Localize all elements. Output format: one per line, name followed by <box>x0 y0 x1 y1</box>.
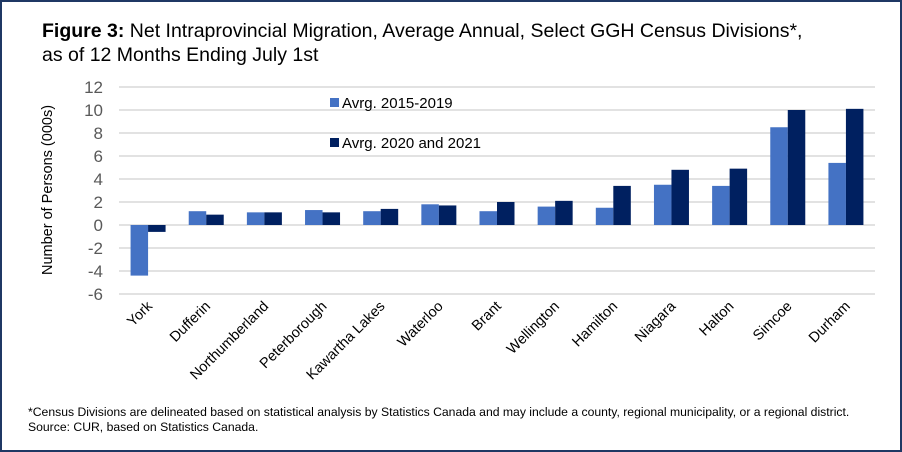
x-tick-label: Dufferin <box>167 299 214 346</box>
bar-series1 <box>653 184 672 225</box>
bar-series2 <box>555 200 573 225</box>
x-tick-label: York <box>124 298 156 330</box>
legend-label-series2: Avrg. 2020 and 2021 <box>342 135 481 152</box>
x-tick-label: Halton <box>696 299 737 340</box>
bars <box>130 108 864 276</box>
bar-series1 <box>479 211 497 225</box>
bar-series1 <box>246 212 265 225</box>
legend-swatch-series1 <box>330 98 339 107</box>
x-tick-label: Niagara <box>632 298 680 346</box>
x-tick-labels: York DufferinNorthumberlandPeterboroughKa… <box>124 298 853 384</box>
legend: Avrg. 2015-2019 Avrg. 2020 and 2021 <box>330 95 481 152</box>
chart-title: Figure 3: Net Intraprovincial Migration,… <box>42 19 882 67</box>
bar-series2 <box>206 214 224 225</box>
bar-series1 <box>828 162 846 225</box>
bar-series2 <box>613 185 631 225</box>
title-prefix: Figure 3: <box>42 20 125 42</box>
footnote: *Census Divisions are delineated based o… <box>28 405 850 434</box>
bar-series1 <box>537 206 556 225</box>
bar-series1 <box>595 207 614 225</box>
bar-series2 <box>671 169 689 225</box>
bar-series2 <box>380 208 399 225</box>
y-tick-label: 10 <box>84 101 103 120</box>
bar-series2 <box>497 202 515 225</box>
y-tick-label: 2 <box>94 193 103 212</box>
bar-series1 <box>421 204 439 225</box>
bar-series1 <box>188 211 207 225</box>
y-tick-labels: 12 10 8 6 4 2 0 -2 -4 -6 <box>84 78 103 304</box>
bar-series1 <box>363 211 381 225</box>
y-tick-label: -4 <box>88 262 103 281</box>
y-tick-label: -2 <box>88 239 103 258</box>
y-tick-label: 4 <box>94 170 103 189</box>
legend-swatch-series2 <box>330 138 339 147</box>
gridlines <box>119 86 875 295</box>
y-tick-label: 6 <box>94 147 103 166</box>
x-tick-label: Hamilton <box>569 299 621 351</box>
bar-series2 <box>148 225 166 232</box>
x-tick-label: Simcoe <box>750 299 796 345</box>
x-tick-label: Durham <box>806 299 854 347</box>
bar-series2 <box>729 168 748 225</box>
bar-series2 <box>845 108 864 225</box>
x-tick-label: Brant <box>469 299 505 335</box>
bar-series1 <box>712 185 730 225</box>
bar-series2 <box>322 212 341 225</box>
title-line2: as of 12 Months Ending July 1st <box>42 44 319 66</box>
x-tick-label: Waterloo <box>395 299 447 351</box>
bar-series1 <box>305 210 323 225</box>
bar-series2 <box>264 212 282 225</box>
bar-series2 <box>787 110 806 225</box>
y-tick-label: 8 <box>94 124 103 143</box>
legend-label-series1: Avrg. 2015-2019 <box>342 95 453 112</box>
y-tick-label: -6 <box>88 285 103 304</box>
x-tick-label: Wellington <box>504 299 563 358</box>
y-tick-label: 12 <box>84 78 103 97</box>
bar-series1 <box>130 225 149 276</box>
bar-series1 <box>770 127 788 225</box>
y-axis-label: Number of Persons (000s) <box>40 105 56 275</box>
y-tick-label: 0 <box>94 216 103 235</box>
title-line1: Net Intraprovincial Migration, Average A… <box>124 20 803 42</box>
bar-series2 <box>438 205 457 225</box>
